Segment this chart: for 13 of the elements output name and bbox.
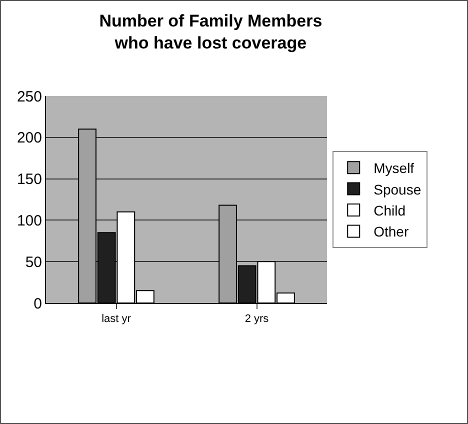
legend-label: Spouse [374, 181, 422, 198]
y-tick-label: 100 [16, 212, 42, 230]
y-tick-label: 250 [16, 88, 42, 106]
x-tick-label: last yr [102, 313, 132, 326]
x-tick-label: 2 yrs [244, 313, 270, 326]
y-tick-label: 200 [16, 130, 42, 147]
y-tick-label: 0 [34, 295, 42, 312]
y-tick-label: 150 [16, 171, 42, 188]
y-tick-label: 50 [25, 254, 42, 271]
legend-label: Child [374, 202, 406, 218]
chart-title: Number of Family Members who have lost coverage [99, 11, 322, 52]
legend-label: Other [374, 224, 409, 240]
legend-label: Myself [374, 160, 414, 176]
